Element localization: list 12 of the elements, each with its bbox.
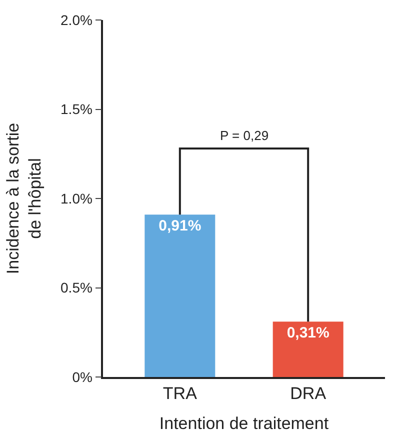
x-tick-label: TRA	[162, 384, 198, 404]
x-axis-title: Intention de traitement	[159, 414, 329, 434]
y-tick-label: 0.5%	[60, 280, 92, 296]
x-tick-label: DRA	[290, 384, 327, 404]
y-tick-label: 1.0%	[60, 190, 92, 206]
y-tick-label: 1.5%	[60, 101, 92, 118]
y-tick-label: 2.0%	[60, 12, 92, 28]
y-axis-title: Incidence à la sortie de l'hôpital	[3, 122, 45, 274]
data-label: 0,31%	[286, 324, 330, 342]
y-tick-label: 0%	[72, 368, 92, 385]
annotation: P = 0,29	[220, 128, 269, 143]
data-label: 0,91%	[158, 218, 202, 235]
